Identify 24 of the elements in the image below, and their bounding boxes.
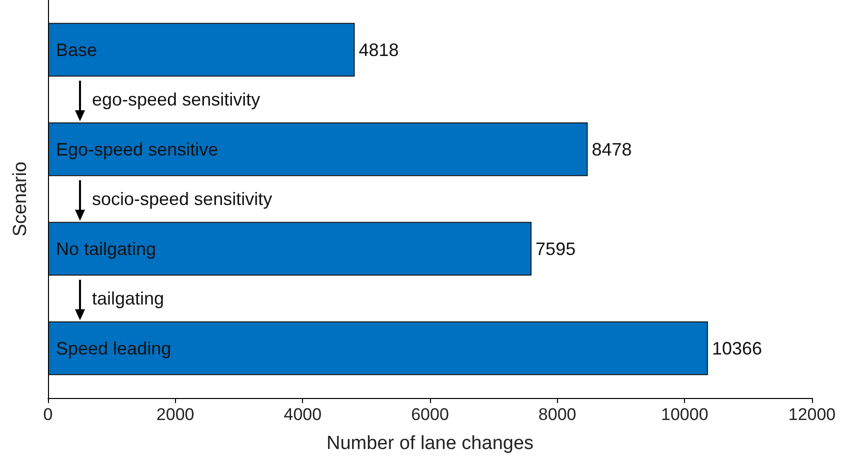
y-axis-title: Scenario — [10, 162, 31, 236]
x-tick-label: 2000 — [156, 405, 194, 424]
annotation: ego-speed sensitivity — [92, 90, 260, 110]
bar — [48, 321, 708, 376]
data-label: 4818 — [358, 40, 399, 60]
x-axis-title: Number of lane changes — [326, 433, 534, 454]
bar — [48, 222, 532, 276]
x-tick-label: 4000 — [284, 405, 322, 424]
x-tick-label: 10000 — [661, 405, 708, 424]
bar — [48, 22, 355, 77]
bar — [48, 122, 588, 176]
y-tick-label: Ego-speed sensitive — [56, 139, 218, 160]
y-tick-label: No tailgating — [56, 238, 156, 259]
data-label: 8478 — [592, 139, 632, 160]
y-tick-label: Base — [56, 40, 98, 60]
annotation: tailgating — [92, 288, 164, 308]
x-tick-label: 12000 — [788, 405, 836, 424]
data-label: 10366 — [712, 338, 762, 358]
x-tick-label: 8000 — [538, 405, 576, 424]
data-label: 7595 — [536, 238, 576, 259]
annotation: socio-speed sensitivity — [92, 189, 272, 209]
x-tick-label: 6000 — [411, 405, 449, 424]
x-tick-label: 0 — [43, 405, 53, 424]
y-tick-label: Speed leading — [56, 338, 172, 358]
